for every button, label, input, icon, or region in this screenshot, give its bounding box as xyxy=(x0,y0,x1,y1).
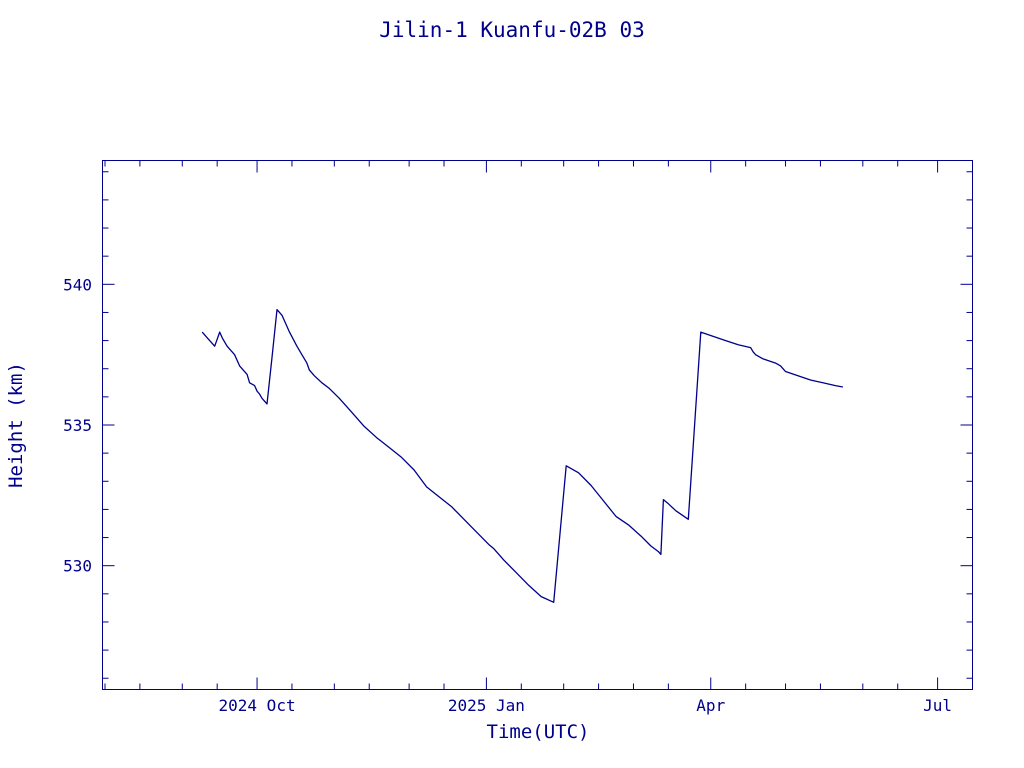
plot-frame xyxy=(102,160,973,690)
x-tick-label: Apr xyxy=(696,696,725,715)
y-tick-label: 535 xyxy=(63,416,92,435)
x-tick-label: 2024 Oct xyxy=(219,696,296,715)
x-tick-label: Jul xyxy=(923,696,952,715)
axis-ticks xyxy=(102,160,973,690)
y-axis-label: Height (km) xyxy=(5,362,27,488)
axis-tick-labels: 530 535 540 2024 Oct 2025 Jan Apr Jul xyxy=(63,275,952,715)
x-tick-label: 2025 Jan xyxy=(448,696,525,715)
chart-title: Jilin-1 Kuanfu-02B 03 xyxy=(379,18,645,42)
x-axis-label: Time(UTC) xyxy=(487,721,590,743)
y-tick-label: 540 xyxy=(63,275,92,294)
height-series-line xyxy=(201,308,844,603)
y-tick-label: 530 xyxy=(63,557,92,576)
